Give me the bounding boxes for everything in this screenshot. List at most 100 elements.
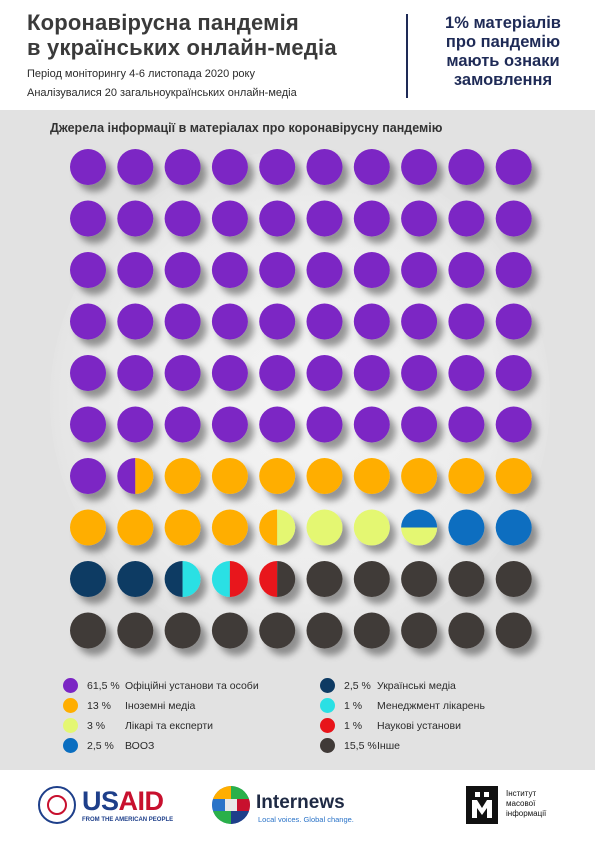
legend-swatch — [63, 738, 78, 753]
waffle-dot — [211, 458, 248, 494]
waffle-dot — [306, 509, 343, 546]
waffle-dot — [117, 149, 154, 185]
waffle-dot — [117, 355, 154, 391]
waffle-dot — [259, 355, 296, 391]
monitoring-period: Період моніторингу 4-6 листопада 2020 ро… — [27, 68, 255, 80]
waffle-dot — [259, 509, 296, 546]
waffle-dot — [259, 303, 296, 340]
legend-label: Офіційні установи та особи — [125, 680, 259, 692]
legend-item: 3 % Лікарі та експерти — [63, 718, 323, 734]
imi-text: Інститут масової інформації — [506, 789, 547, 818]
legend-value: 61,5 % — [87, 680, 120, 692]
waffle-dot — [495, 612, 532, 649]
waffle-dot — [117, 458, 154, 494]
legend-value: 1 % — [344, 700, 363, 712]
waffle-dot — [117, 561, 154, 597]
waffle-dot — [117, 406, 154, 443]
waffle-dot — [70, 561, 106, 597]
waffle-dot — [495, 561, 532, 597]
legend-item: 61,5 % Офіційні установи та особи — [63, 678, 323, 694]
waffle-dot — [117, 303, 154, 340]
waffle-dot — [401, 561, 438, 597]
waffle-dot — [306, 200, 343, 237]
legend-value: 1 % — [344, 720, 363, 732]
waffle-dot — [448, 561, 485, 597]
waffle-dot — [306, 561, 343, 597]
legend-item: 1 % Менеджмент лікарень — [320, 698, 580, 714]
waffle-dot — [164, 355, 201, 391]
legend-swatch — [63, 718, 78, 733]
legend-label: Інше — [377, 740, 400, 752]
waffle-dot — [164, 200, 201, 237]
waffle-dot — [495, 509, 532, 546]
legend-value: 3 % — [87, 720, 106, 732]
legend-label: Менеджмент лікарень — [377, 700, 485, 712]
waffle-dot — [211, 406, 248, 443]
waffle-chart — [70, 149, 532, 649]
waffle-dot — [117, 509, 154, 546]
waffle-dot — [401, 200, 438, 237]
waffle-dot — [306, 149, 343, 185]
waffle-dot — [164, 509, 201, 546]
legend-value: 13 % — [87, 700, 111, 712]
waffle-dot — [164, 303, 201, 340]
waffle-dot — [353, 355, 390, 391]
waffle-dot — [211, 200, 248, 237]
waffle-dot — [259, 406, 296, 443]
legend-swatch — [320, 738, 335, 753]
waffle-dot — [306, 612, 343, 649]
legend-label: Українські медіа — [377, 680, 456, 692]
header: Коронавірусна пандемія в українських онл… — [0, 0, 595, 110]
waffle-dot — [495, 406, 532, 443]
waffle-dot — [70, 149, 106, 185]
waffle-dot — [401, 406, 438, 443]
waffle-dot — [259, 252, 296, 288]
waffle-dot — [306, 355, 343, 391]
waffle-dot — [70, 252, 106, 288]
waffle-dot — [164, 252, 201, 288]
legend-value: 15,5 % — [344, 740, 377, 752]
waffle-dot — [164, 612, 201, 649]
internews-tagline: Local voices. Global change. — [258, 815, 354, 824]
waffle-dot — [353, 252, 390, 288]
waffle-dot — [401, 303, 438, 340]
waffle-dot — [401, 458, 438, 494]
waffle-dot — [306, 303, 343, 340]
waffle-dot — [353, 458, 390, 494]
usaid-wordmark: USAID — [82, 786, 164, 816]
waffle-dot — [259, 458, 296, 494]
waffle-dot — [448, 149, 485, 185]
waffle-dot — [448, 355, 485, 391]
title-line-2: в українських онлайн-медіа — [27, 35, 337, 60]
waffle-dot — [306, 458, 343, 494]
chart-panel: Джерела інформації в матеріалах про коро… — [0, 110, 595, 770]
imi-mark-icon — [466, 786, 498, 824]
legend-swatch — [63, 678, 78, 693]
divider — [406, 14, 408, 98]
waffle-dot — [495, 355, 532, 391]
waffle-dot — [211, 303, 248, 340]
waffle-dot — [448, 406, 485, 443]
legend-label: ВООЗ — [125, 740, 155, 752]
callout-line-2: про пандемію — [445, 33, 561, 51]
waffle-dot — [70, 509, 106, 546]
legend-value: 2,5 % — [87, 740, 114, 752]
waffle-dot — [495, 200, 532, 237]
waffle-dot — [353, 303, 390, 340]
waffle-dot — [353, 561, 390, 597]
legend: 61,5 % Офіційні установи та особи 2,5 % Укр… — [0, 678, 595, 768]
waffle-dot — [401, 509, 438, 546]
legend-item: 2,5 % Українські медіа — [320, 678, 580, 694]
waffle-dot — [259, 561, 296, 597]
waffle-dot — [401, 149, 438, 185]
waffle-dot — [70, 303, 106, 340]
waffle-dot — [448, 509, 485, 546]
internews-globe-icon — [212, 786, 250, 824]
legend-value: 2,5 % — [344, 680, 371, 692]
waffle-dot — [164, 561, 201, 597]
waffle-dot — [259, 149, 296, 185]
waffle-dot — [495, 303, 532, 340]
waffle-dot — [117, 252, 154, 288]
waffle-dot — [353, 612, 390, 649]
waffle-dot — [495, 149, 532, 185]
